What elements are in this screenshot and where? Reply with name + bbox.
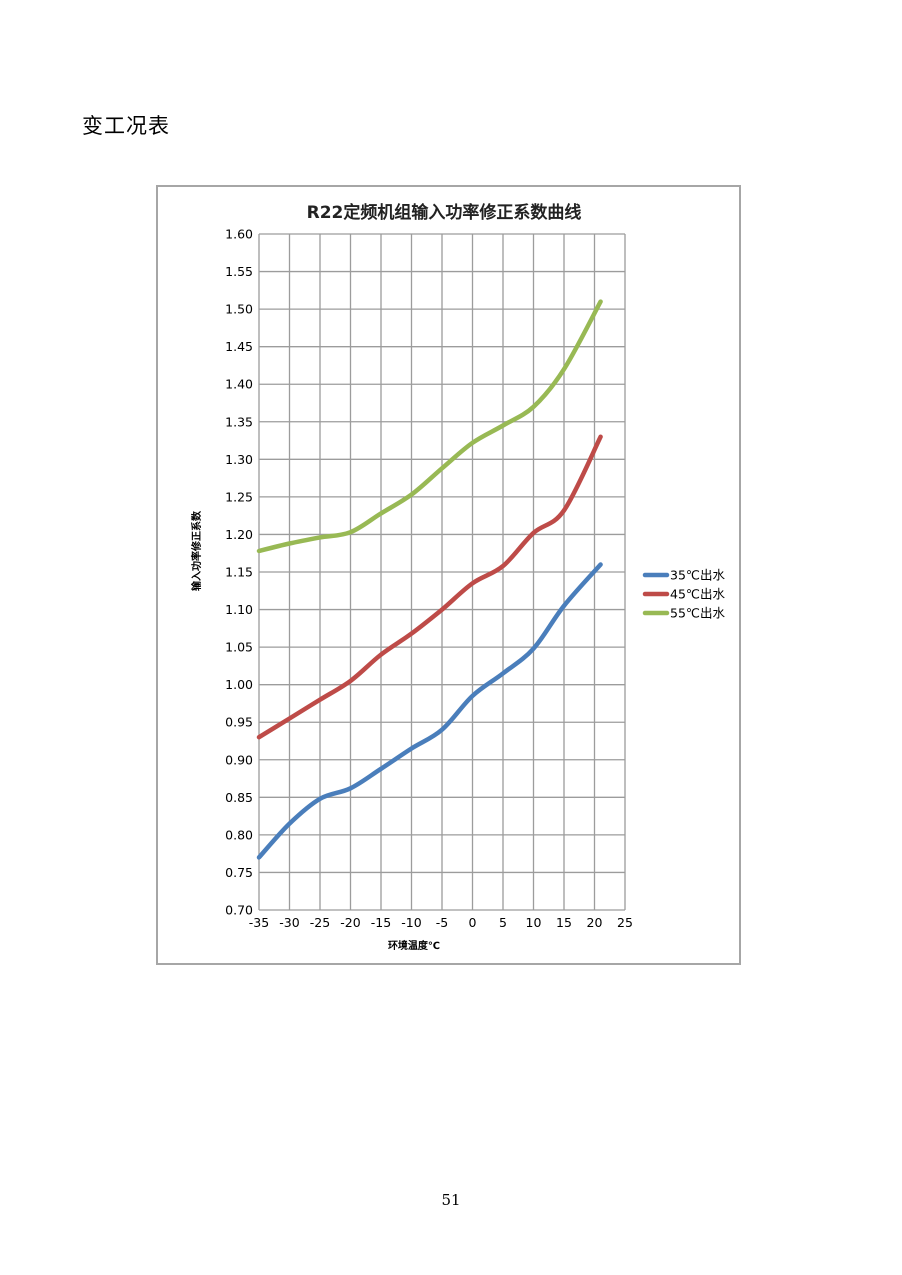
y-tick-label: 0.85: [225, 790, 253, 805]
page-number: 51: [441, 1191, 461, 1209]
y-tick-label: 1.15: [225, 565, 253, 580]
y-tick-label: 1.35: [225, 414, 253, 429]
series-line-1: [256, 562, 603, 860]
y-tick-label: 0.80: [225, 827, 253, 842]
x-tick-label: -25: [310, 915, 330, 930]
series-line-3: [256, 299, 603, 554]
x-tick-label: -5: [436, 915, 448, 930]
series-layer: [256, 299, 603, 860]
x-tick-label: -30: [279, 915, 299, 930]
x-tick-label: 15: [556, 915, 572, 930]
y-tick-label: 1.60: [225, 227, 253, 242]
y-tick-label: 1.30: [225, 452, 253, 467]
x-tick-label: 0: [469, 915, 477, 930]
x-tick-label: -35: [249, 915, 269, 930]
y-tick-label: 1.25: [225, 489, 253, 504]
x-tick-label: -20: [340, 915, 360, 930]
y-axis-title: 输入功率修正系数: [190, 510, 203, 591]
y-tick-label: 0.70: [225, 903, 253, 918]
y-tick-label: 1.00: [225, 677, 253, 692]
section-title: 变工况表: [82, 114, 170, 138]
y-tick-label: 0.75: [225, 865, 253, 880]
x-tick-label: -15: [371, 915, 391, 930]
x-tick-label: 5: [499, 915, 507, 930]
chart-frame: R22定频机组输入功率修正系数曲线 0.70 0.75 0.80 0.85 0.90 0.…: [156, 185, 741, 965]
y-tick-label: 1.50: [225, 302, 253, 317]
y-tick-label: 1.20: [225, 527, 253, 542]
tick-layer: 0.70 0.75 0.80 0.85 0.90 0.95 1.00 1.05 1.10 1.15…: [225, 227, 633, 931]
x-tick-label: -10: [401, 915, 421, 930]
y-tick-label: 1.10: [225, 602, 253, 617]
series-line-2: [256, 434, 603, 740]
y-tick-label: 1.05: [225, 640, 253, 655]
y-tick-label: 0.95: [225, 715, 253, 730]
legend-label-1: 35℃出水: [670, 568, 725, 583]
chart-svg: R22定频机组输入功率修正系数曲线 0.700.750.800.850.900.…: [190, 202, 725, 952]
y-tick-label: 1.45: [225, 339, 253, 354]
y-tick-label: 0.90: [225, 752, 253, 767]
legend-label-3: 55℃出水: [670, 606, 725, 621]
x-tick-label: 20: [587, 915, 603, 930]
y-tick-label: 1.40: [225, 377, 253, 392]
x-axis-title: 环境温度℃: [388, 939, 440, 952]
chart-title: R22定频机组输入功率修正系数曲线: [307, 202, 582, 223]
legend: 35℃出水 45℃出水 55℃出水: [642, 568, 725, 621]
y-tick-label: 1.55: [225, 264, 253, 279]
legend-label-2: 45℃出水: [670, 587, 725, 602]
x-tick-label: 25: [617, 915, 633, 930]
grid-layer: [258, 233, 626, 911]
x-tick-label: 10: [526, 915, 542, 930]
